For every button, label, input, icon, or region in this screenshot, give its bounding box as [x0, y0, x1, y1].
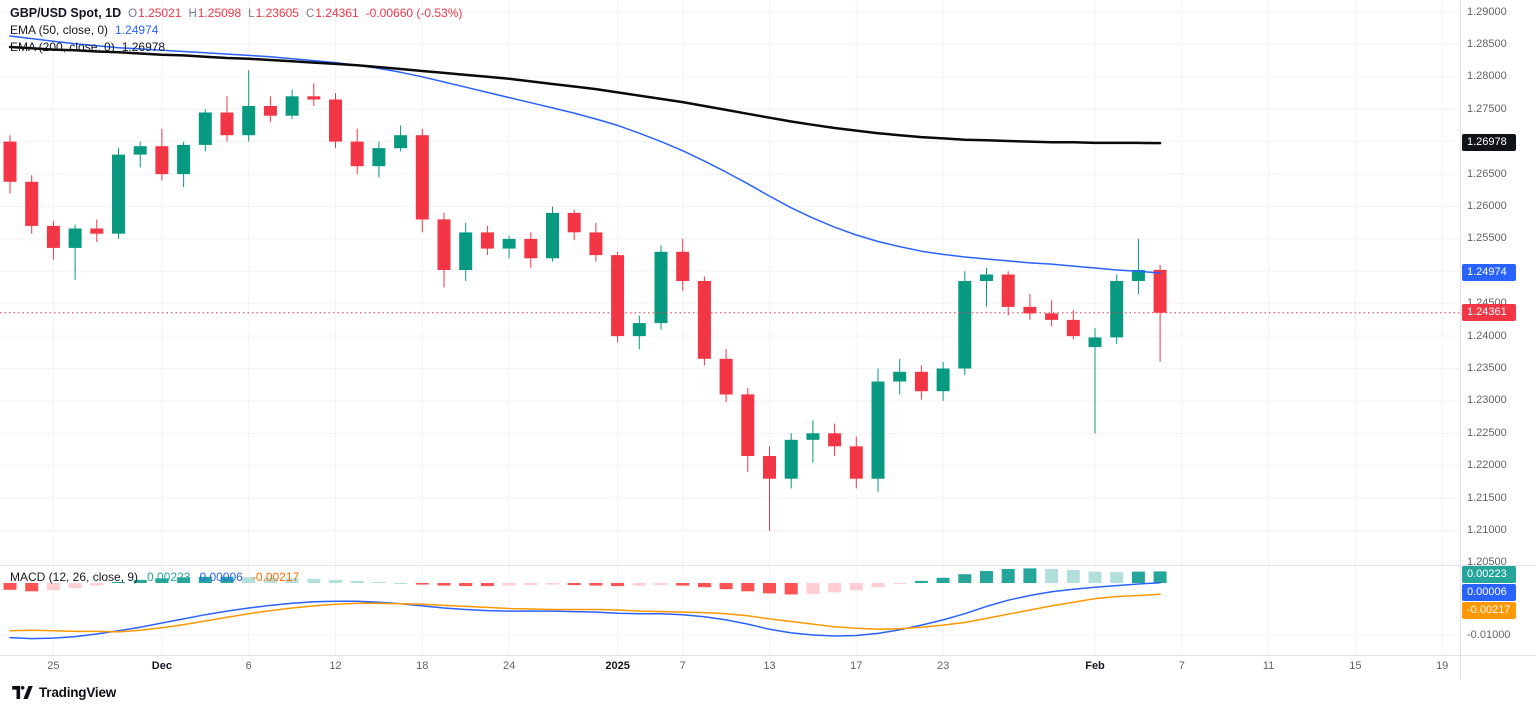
time-axis-label: 11 — [1262, 660, 1275, 672]
price-badge-ema200: 1.26978 — [1462, 134, 1516, 152]
time-axis-label: 7 — [679, 660, 686, 672]
ohlc-low: L 1.23605 — [248, 6, 299, 20]
price-tick-label: 1.20500 — [1467, 556, 1507, 569]
close-label: C — [305, 7, 315, 20]
price-tick-label: 1.27500 — [1467, 102, 1507, 115]
price-tick-label: 1.23500 — [1467, 362, 1507, 374]
macd-legend-row[interactable]: MACD (12, 26, close, 9) 0.00223 0.00006 … — [10, 570, 299, 584]
macd-axis-tick-label: -0.01000 — [1467, 629, 1511, 641]
time-axis-label: Feb — [1085, 660, 1105, 672]
ema200-value: 1.26978 — [121, 39, 166, 54]
time-axis-label: 6 — [245, 660, 252, 672]
price-tick-label: 1.26000 — [1467, 199, 1507, 212]
tradingview-logo-text: TradingView — [39, 685, 117, 700]
time-axis-label: 23 — [936, 660, 950, 672]
change-value: -0.00660 (-0.53%) — [365, 5, 463, 20]
symbol-title[interactable]: GBP/USD Spot, 1D — [10, 5, 122, 20]
ema50-legend-row[interactable]: EMA (50, close, 0) 1.24974 — [10, 21, 462, 38]
macd-title[interactable]: MACD (12, 26, close, 9) — [10, 570, 139, 584]
time-axis-label: 13 — [763, 660, 776, 672]
open-label: O — [128, 7, 138, 20]
candlestick-series — [3, 70, 1167, 531]
time-axis-label: 2025 — [605, 660, 630, 672]
macd-badge-histogram: 0.00223 — [1462, 566, 1516, 583]
price-badge-ema50: 1.24974 — [1462, 263, 1516, 281]
tradingview-logo[interactable]: TradingView — [12, 685, 116, 700]
price-tick-label: 1.26500 — [1467, 167, 1507, 180]
time-axis-label: 7 — [1178, 660, 1185, 672]
price-tick-label: 1.24000 — [1467, 329, 1507, 342]
macd-badge-macd: 0.00006 — [1462, 584, 1516, 601]
macd-signal-line — [9, 593, 1161, 633]
main-legend: GBP/USD Spot, 1D O 1.25021 H 1.25098 L 1… — [10, 4, 462, 55]
time-axis-label: 17 — [850, 660, 863, 672]
ema200-legend-row[interactable]: EMA (200, close, 0) 1.26978 — [10, 38, 462, 55]
close-value: 1.24361 — [315, 5, 359, 20]
time-axis-label: 18 — [416, 660, 429, 672]
price-badge-last: 1.24361 — [1462, 303, 1516, 321]
ema50-title[interactable]: EMA (50, close, 0) — [10, 22, 109, 37]
price-tick-label: 1.23000 — [1467, 394, 1507, 407]
tradingview-logo-icon — [12, 686, 33, 699]
price-tick-label: 1.21500 — [1467, 491, 1507, 504]
price-tick-label: 1.28500 — [1467, 37, 1507, 50]
time-axis-label: 24 — [502, 660, 516, 672]
macd-line — [9, 581, 1161, 640]
price-tick-label: 1.22000 — [1467, 459, 1507, 472]
price-tick-label: 1.28000 — [1467, 70, 1507, 83]
ema200-line — [8, 45, 1162, 145]
price-tick-label: 1.29000 — [1467, 5, 1507, 18]
ohlc-close: C 1.24361 — [306, 6, 359, 20]
open-value: 1.25021 — [138, 5, 182, 20]
time-axis-label: 12 — [329, 660, 342, 672]
ohlc-high: H 1.25098 — [188, 6, 241, 20]
price-tick-label: 1.25500 — [1467, 232, 1507, 245]
ema200-title[interactable]: EMA (200, close, 0) — [10, 39, 115, 54]
time-axis-label: 19 — [1436, 660, 1449, 672]
macd-hist-value: 0.00223 — [147, 570, 191, 584]
high-value: 1.25098 — [197, 5, 242, 20]
price-tick-label: 1.21000 — [1467, 524, 1507, 537]
price-tick-label: 1.22500 — [1467, 426, 1507, 439]
time-axis-label: Dec — [151, 660, 172, 672]
ema50-value: 1.24974 — [115, 22, 159, 37]
macd-histogram — [3, 568, 1167, 595]
time-axis-label: 15 — [1349, 660, 1362, 672]
time-axis-label: 25 — [47, 660, 60, 672]
low-value: 1.23605 — [255, 5, 299, 20]
macd-signal-value: -0.00217 — [251, 570, 300, 584]
high-label: H — [188, 7, 197, 20]
macd-line-value: 0.00006 — [199, 570, 243, 584]
macd-badge-signal: -0.00217 — [1462, 602, 1516, 619]
low-label: L — [248, 7, 255, 20]
ohlc-open: O 1.25021 — [128, 6, 181, 20]
ema50-line — [9, 35, 1161, 274]
symbol-legend-row[interactable]: GBP/USD Spot, 1D O 1.25021 H 1.25098 L 1… — [10, 4, 462, 21]
